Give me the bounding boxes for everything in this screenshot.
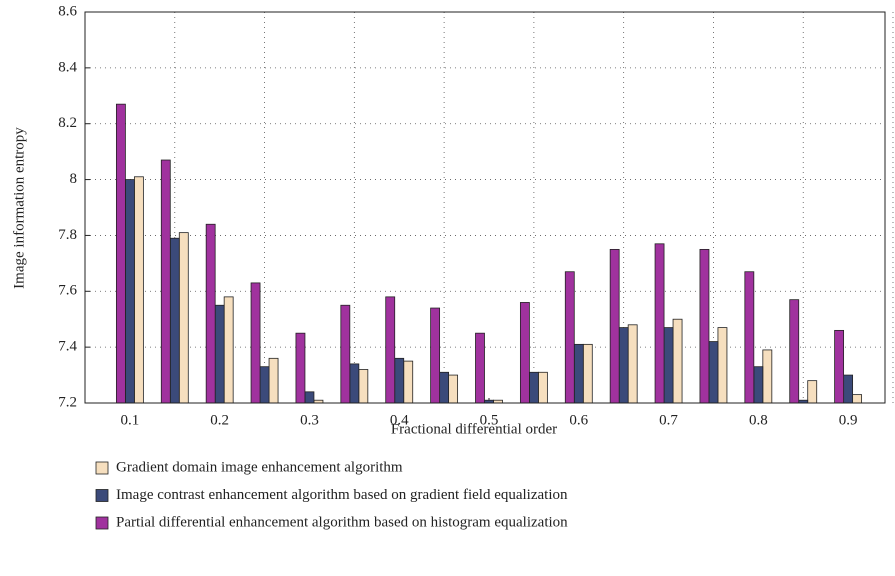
- bar: [609, 248, 620, 404]
- bar: [708, 341, 719, 404]
- bar: [304, 391, 315, 404]
- bar: [223, 296, 234, 404]
- y-tick-label: 7.6: [58, 283, 77, 299]
- bar: [753, 366, 764, 404]
- x-tick-label: 0.2: [210, 412, 229, 428]
- bar: [834, 329, 845, 404]
- bar: [672, 318, 683, 404]
- legend-label: Image contrast enhancement algorithm bas…: [116, 487, 568, 503]
- bar: [789, 299, 800, 404]
- y-tick-label: 7.8: [58, 227, 77, 243]
- bar: [573, 343, 584, 404]
- x-tick-label: 0.1: [121, 412, 140, 428]
- bar: [430, 307, 441, 404]
- bar: [699, 248, 710, 404]
- bar: [394, 357, 405, 404]
- legend-label: Gradient domain image enhancement algori…: [116, 459, 403, 475]
- bar: [528, 371, 539, 404]
- bar: [475, 332, 485, 404]
- x-tick-label: 0.8: [749, 412, 768, 428]
- bar: [627, 324, 638, 404]
- bar: [358, 369, 369, 404]
- bar: [618, 327, 629, 404]
- bar: [519, 302, 530, 404]
- x-tick-label: 0.3: [300, 412, 319, 428]
- bar: [439, 371, 450, 404]
- x-tick-label: 0.5: [480, 412, 499, 428]
- y-tick-label: 8.6: [58, 3, 77, 19]
- plot-frame: [84, 11, 886, 404]
- y-axis-label: Image information entropy: [11, 127, 27, 289]
- bar: [214, 304, 225, 404]
- x-tick-label: 0.4: [390, 412, 409, 428]
- y-tick-label: 7.4: [58, 339, 77, 355]
- bar: [654, 243, 665, 404]
- y-tick-label: 7.2: [58, 394, 77, 410]
- bar: [124, 179, 135, 404]
- bar: [744, 271, 755, 404]
- bar: [717, 327, 728, 404]
- bar: [349, 363, 360, 404]
- x-tick-label: 0.7: [659, 412, 678, 428]
- bar: [403, 360, 414, 404]
- bar: [169, 237, 180, 404]
- bar: [843, 374, 854, 404]
- legend-label: Partial differential enhancement algorit…: [116, 514, 568, 530]
- bar: [160, 159, 171, 404]
- legend-swatch: [95, 489, 109, 502]
- bar: [295, 332, 306, 404]
- legend-swatch: [95, 516, 109, 530]
- bar: [852, 394, 863, 404]
- y-tick-label: 8: [70, 171, 78, 187]
- legend-swatch: [95, 461, 109, 475]
- bar: [582, 343, 593, 404]
- bar: [385, 296, 396, 404]
- bar: [663, 327, 674, 404]
- y-tick-label: 8.4: [58, 59, 77, 75]
- bar: [205, 223, 216, 404]
- x-tick-label: 0.9: [839, 412, 858, 428]
- bar: [340, 304, 351, 404]
- bar: [448, 374, 459, 404]
- bar: [259, 366, 270, 404]
- x-tick-label: 0.6: [569, 412, 588, 428]
- bar: [537, 371, 548, 404]
- bar: [762, 349, 773, 404]
- bar: [133, 176, 144, 404]
- bar: [250, 282, 261, 404]
- bar: [115, 103, 126, 404]
- bar: [564, 271, 575, 404]
- bar: [178, 232, 189, 404]
- x-axis-label: Fractional differential order: [391, 421, 557, 437]
- y-tick-label: 8.2: [58, 115, 77, 131]
- bar: [807, 380, 818, 404]
- bar: [268, 357, 279, 404]
